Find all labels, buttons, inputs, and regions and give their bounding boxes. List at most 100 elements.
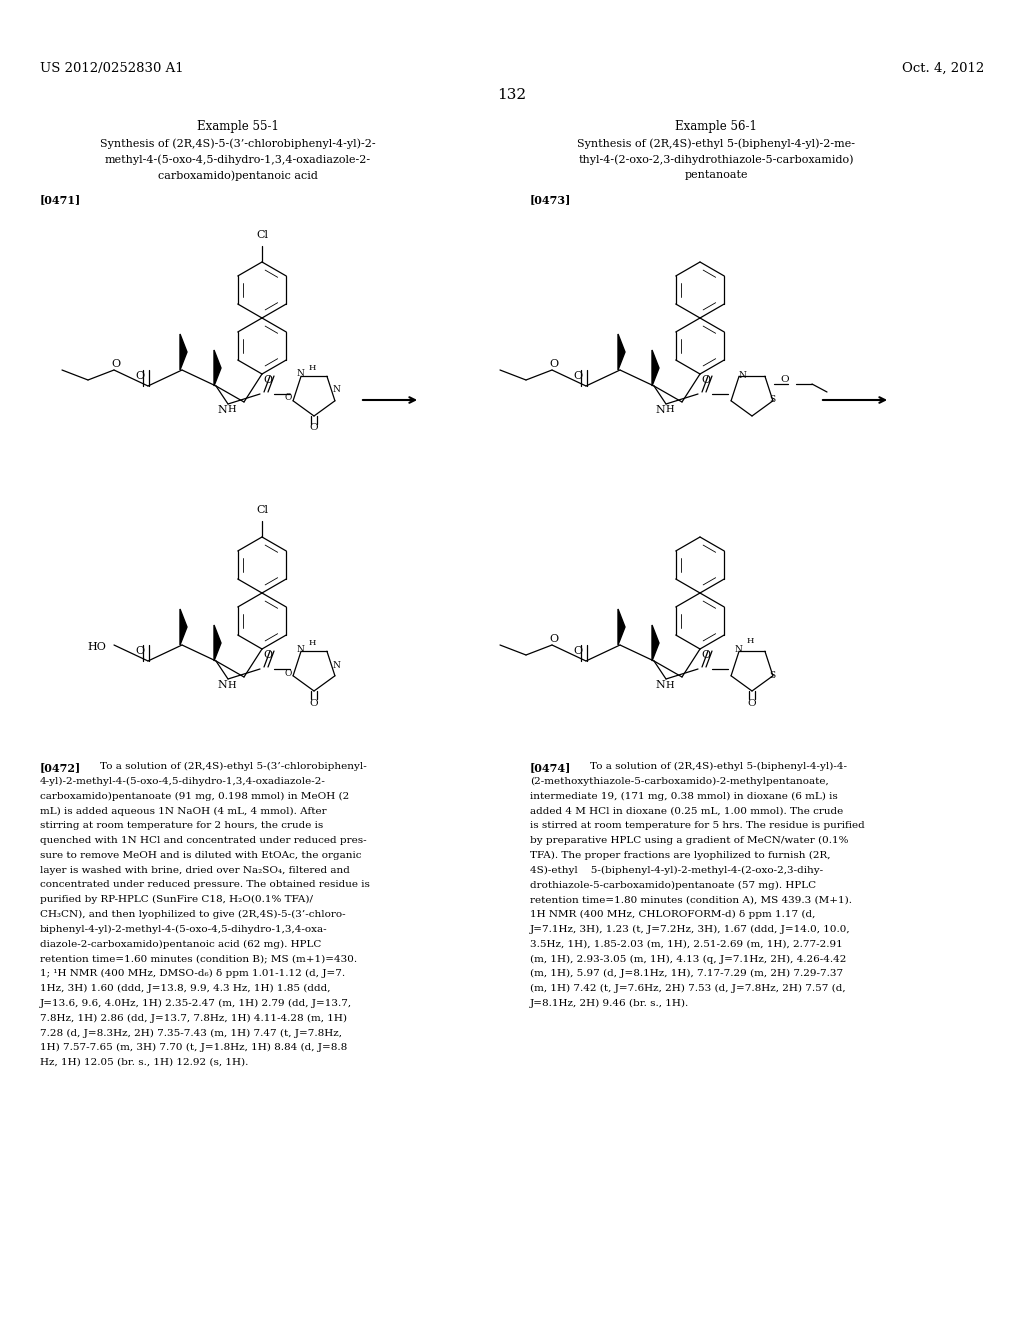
Text: biphenyl-4-yl)-2-methyl-4-(5-oxo-4,5-dihydro-1,3,4-oxa-: biphenyl-4-yl)-2-methyl-4-(5-oxo-4,5-dih… — [40, 925, 328, 935]
Text: O: O — [309, 424, 318, 433]
Text: H: H — [227, 405, 237, 414]
Text: TFA). The proper fractions are lyophilized to furnish (2R,: TFA). The proper fractions are lyophiliz… — [530, 851, 830, 859]
Text: pentanoate: pentanoate — [684, 170, 748, 180]
Text: mL) is added aqueous 1N NaOH (4 mL, 4 mmol). After: mL) is added aqueous 1N NaOH (4 mL, 4 mm… — [40, 807, 327, 816]
Text: O: O — [309, 698, 318, 708]
Text: Hz, 1H) 12.05 (br. s., 1H) 12.92 (s, 1H).: Hz, 1H) 12.05 (br. s., 1H) 12.92 (s, 1H)… — [40, 1059, 249, 1067]
Text: 132: 132 — [498, 88, 526, 102]
Text: HO: HO — [87, 642, 106, 652]
Text: sure to remove MeOH and is diluted with EtOAc, the organic: sure to remove MeOH and is diluted with … — [40, 851, 361, 859]
Text: N: N — [217, 405, 227, 414]
Text: N: N — [734, 644, 742, 653]
Text: 1H) 7.57-7.65 (m, 3H) 7.70 (t, J=1.8Hz, 1H) 8.84 (d, J=8.8: 1H) 7.57-7.65 (m, 3H) 7.70 (t, J=1.8Hz, … — [40, 1043, 347, 1052]
Polygon shape — [214, 350, 221, 385]
Text: is stirred at room temperature for 5 hrs. The residue is purified: is stirred at room temperature for 5 hrs… — [530, 821, 864, 830]
Text: layer is washed with brine, dried over Na₂SO₄, filtered and: layer is washed with brine, dried over N… — [40, 866, 350, 875]
Text: H: H — [666, 405, 675, 414]
Text: 7.8Hz, 1H) 2.86 (dd, J=13.7, 7.8Hz, 1H) 4.11-4.28 (m, 1H): 7.8Hz, 1H) 2.86 (dd, J=13.7, 7.8Hz, 1H) … — [40, 1014, 347, 1023]
Text: Example 56-1: Example 56-1 — [675, 120, 757, 133]
Text: CH₃CN), and then lyophilized to give (2R,4S)-5-(3’-chloro-: CH₃CN), and then lyophilized to give (2R… — [40, 909, 346, 919]
Text: N: N — [655, 405, 665, 414]
Text: O: O — [573, 645, 583, 656]
Text: 1; ¹H NMR (400 MHz, DMSO-d₆) δ ppm 1.01-1.12 (d, J=7.: 1; ¹H NMR (400 MHz, DMSO-d₆) δ ppm 1.01-… — [40, 969, 345, 978]
Text: carboxamido)pentanoate (91 mg, 0.198 mmol) in MeOH (2: carboxamido)pentanoate (91 mg, 0.198 mmo… — [40, 792, 349, 801]
Text: N: N — [655, 680, 665, 690]
Text: N: N — [217, 680, 227, 690]
Text: O: O — [748, 698, 757, 708]
Text: retention time=1.80 minutes (condition A), MS 439.3 (M+1).: retention time=1.80 minutes (condition A… — [530, 895, 852, 904]
Text: O: O — [285, 393, 292, 403]
Text: O: O — [701, 649, 711, 660]
Text: O: O — [573, 371, 583, 381]
Text: H: H — [308, 364, 315, 372]
Text: US 2012/0252830 A1: US 2012/0252830 A1 — [40, 62, 183, 75]
Text: 3.5Hz, 1H), 1.85-2.03 (m, 1H), 2.51-2.69 (m, 1H), 2.77-2.91: 3.5Hz, 1H), 1.85-2.03 (m, 1H), 2.51-2.69… — [530, 940, 843, 949]
Text: [0474]: [0474] — [530, 762, 571, 774]
Text: methyl-4-(5-oxo-4,5-dihydro-1,3,4-oxadiazole-2-: methyl-4-(5-oxo-4,5-dihydro-1,3,4-oxadia… — [104, 154, 371, 165]
Text: [0471]: [0471] — [40, 194, 81, 205]
Text: Cl: Cl — [256, 230, 268, 240]
Text: O: O — [135, 371, 144, 381]
Polygon shape — [214, 624, 221, 661]
Text: H: H — [227, 681, 237, 689]
Text: N: N — [332, 385, 340, 395]
Text: O: O — [780, 375, 788, 384]
Text: O: O — [285, 668, 292, 677]
Text: S: S — [769, 671, 775, 680]
Text: 4S)-ethyl    5-(biphenyl-4-yl)-2-methyl-4-(2-oxo-2,3-dihy-: 4S)-ethyl 5-(biphenyl-4-yl)-2-methyl-4-(… — [530, 866, 823, 875]
Text: stirring at room temperature for 2 hours, the crude is: stirring at room temperature for 2 hours… — [40, 821, 324, 830]
Text: (m, 1H), 2.93-3.05 (m, 1H), 4.13 (q, J=7.1Hz, 2H), 4.26-4.42: (m, 1H), 2.93-3.05 (m, 1H), 4.13 (q, J=7… — [530, 954, 847, 964]
Text: O: O — [550, 634, 558, 644]
Text: Synthesis of (2R,4S)-5-(3’-chlorobiphenyl-4-yl)-2-: Synthesis of (2R,4S)-5-(3’-chlorobipheny… — [100, 139, 376, 149]
Text: O: O — [263, 649, 272, 660]
Polygon shape — [180, 334, 187, 370]
Text: Example 55-1: Example 55-1 — [197, 120, 279, 133]
Text: N: N — [296, 370, 304, 379]
Text: concentrated under reduced pressure. The obtained residue is: concentrated under reduced pressure. The… — [40, 880, 370, 890]
Text: retention time=1.60 minutes (condition B); MS (m+1)=430.: retention time=1.60 minutes (condition B… — [40, 954, 357, 964]
Text: (m, 1H), 5.97 (d, J=8.1Hz, 1H), 7.17-7.29 (m, 2H) 7.29-7.37: (m, 1H), 5.97 (d, J=8.1Hz, 1H), 7.17-7.2… — [530, 969, 843, 978]
Text: Cl: Cl — [256, 506, 268, 515]
Text: diazole-2-carboxamido)pentanoic acid (62 mg). HPLC: diazole-2-carboxamido)pentanoic acid (62… — [40, 940, 322, 949]
Text: added 4 M HCl in dioxane (0.25 mL, 1.00 mmol). The crude: added 4 M HCl in dioxane (0.25 mL, 1.00 … — [530, 807, 843, 816]
Text: by preparative HPLC using a gradient of MeCN/water (0.1%: by preparative HPLC using a gradient of … — [530, 836, 849, 845]
Text: J=8.1Hz, 2H) 9.46 (br. s., 1H).: J=8.1Hz, 2H) 9.46 (br. s., 1H). — [530, 999, 689, 1008]
Text: O: O — [701, 375, 711, 385]
Text: O: O — [550, 359, 558, 370]
Text: (2-methoxythiazole-5-carboxamido)-2-methylpentanoate,: (2-methoxythiazole-5-carboxamido)-2-meth… — [530, 776, 828, 785]
Text: H: H — [746, 638, 754, 645]
Text: N: N — [296, 644, 304, 653]
Text: thyl-4-(2-oxo-2,3-dihydrothiazole-5-carboxamido): thyl-4-(2-oxo-2,3-dihydrothiazole-5-carb… — [579, 154, 854, 165]
Text: Oct. 4, 2012: Oct. 4, 2012 — [902, 62, 984, 75]
Text: J=7.1Hz, 3H), 1.23 (t, J=7.2Hz, 3H), 1.67 (ddd, J=14.0, 10.0,: J=7.1Hz, 3H), 1.23 (t, J=7.2Hz, 3H), 1.6… — [530, 925, 851, 935]
Text: H: H — [308, 639, 315, 647]
Text: [0472]: [0472] — [40, 762, 81, 774]
Text: [0473]: [0473] — [530, 194, 571, 205]
Polygon shape — [180, 609, 187, 645]
Text: O: O — [112, 359, 121, 370]
Text: N: N — [332, 660, 340, 669]
Polygon shape — [618, 609, 625, 645]
Text: quenched with 1N HCl and concentrated under reduced pres-: quenched with 1N HCl and concentrated un… — [40, 836, 367, 845]
Text: drothiazole-5-carboxamido)pentanoate (57 mg). HPLC: drothiazole-5-carboxamido)pentanoate (57… — [530, 880, 816, 890]
Text: To a solution of (2R,4S)-ethyl 5-(3’-chlorobiphenyl-: To a solution of (2R,4S)-ethyl 5-(3’-chl… — [100, 762, 367, 771]
Text: (m, 1H) 7.42 (t, J=7.6Hz, 2H) 7.53 (d, J=7.8Hz, 2H) 7.57 (d,: (m, 1H) 7.42 (t, J=7.6Hz, 2H) 7.53 (d, J… — [530, 983, 846, 993]
Text: To a solution of (2R,4S)-ethyl 5-(biphenyl-4-yl)-4-: To a solution of (2R,4S)-ethyl 5-(biphen… — [590, 762, 847, 771]
Text: purified by RP-HPLC (SunFire C18, H₂O(0.1% TFA)/: purified by RP-HPLC (SunFire C18, H₂O(0.… — [40, 895, 313, 904]
Text: O: O — [263, 375, 272, 385]
Text: intermediate 19, (171 mg, 0.38 mmol) in dioxane (6 mL) is: intermediate 19, (171 mg, 0.38 mmol) in … — [530, 792, 838, 801]
Text: 7.28 (d, J=8.3Hz, 2H) 7.35-7.43 (m, 1H) 7.47 (t, J=7.8Hz,: 7.28 (d, J=8.3Hz, 2H) 7.35-7.43 (m, 1H) … — [40, 1028, 342, 1038]
Polygon shape — [618, 334, 625, 370]
Polygon shape — [652, 350, 659, 385]
Text: N: N — [738, 371, 745, 380]
Text: O: O — [135, 645, 144, 656]
Text: J=13.6, 9.6, 4.0Hz, 1H) 2.35-2.47 (m, 1H) 2.79 (dd, J=13.7,: J=13.6, 9.6, 4.0Hz, 1H) 2.35-2.47 (m, 1H… — [40, 999, 352, 1008]
Text: 4-yl)-2-methyl-4-(5-oxo-4,5-dihydro-1,3,4-oxadiazole-2-: 4-yl)-2-methyl-4-(5-oxo-4,5-dihydro-1,3,… — [40, 776, 326, 785]
Text: 1Hz, 3H) 1.60 (ddd, J=13.8, 9.9, 4.3 Hz, 1H) 1.85 (ddd,: 1Hz, 3H) 1.60 (ddd, J=13.8, 9.9, 4.3 Hz,… — [40, 983, 331, 993]
Text: H: H — [666, 681, 675, 689]
Text: carboxamido)pentanoic acid: carboxamido)pentanoic acid — [158, 170, 317, 181]
Text: 1H NMR (400 MHz, CHLOROFORM-d) δ ppm 1.17 (d,: 1H NMR (400 MHz, CHLOROFORM-d) δ ppm 1.1… — [530, 909, 815, 919]
Polygon shape — [652, 624, 659, 661]
Text: Synthesis of (2R,4S)-ethyl 5-(biphenyl-4-yl)-2-me-: Synthesis of (2R,4S)-ethyl 5-(biphenyl-4… — [577, 139, 855, 149]
Text: S: S — [769, 396, 775, 404]
